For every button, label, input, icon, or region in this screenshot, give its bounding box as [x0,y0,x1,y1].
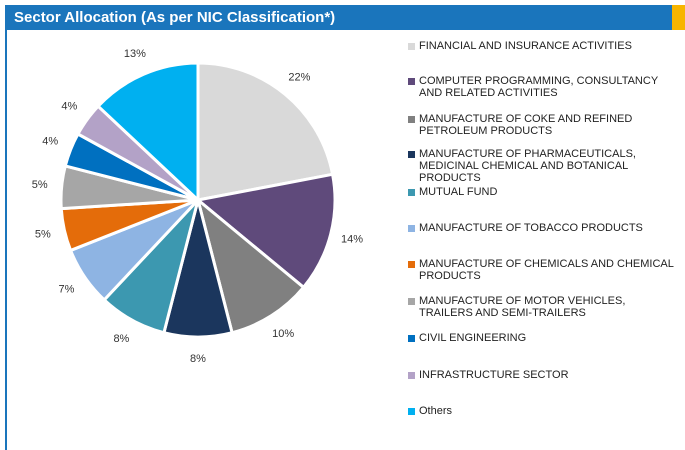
legend-label: Others [419,405,453,417]
data-label: 8% [113,333,129,345]
legend-label: MUTUAL FUND [419,186,498,198]
legend-label: MANUFACTURE OF CHEMICALS AND CHEMICAL PR… [419,258,674,282]
pie-slice [194,172,337,290]
data-label: 4% [61,100,77,112]
legend-label: INFRASTRUCTURE SECTOR [419,369,569,381]
legend-label: MANUFACTURE OF COKE AND REFINED PETROLEU… [419,113,633,137]
data-label: 5% [32,179,48,191]
legend-swatch [408,78,415,85]
legend-entry: CIVIL ENGINEERING [408,332,678,344]
legend-swatch [408,261,415,268]
legend-label: COMPUTER PROGRAMMING, CONSULTANCY AND RE… [419,75,658,99]
legend-entry: MANUFACTURE OF MOTOR VEHICLES, TRAILERS … [408,295,678,319]
pie-slice [196,61,335,202]
legend-swatch [408,408,415,415]
legend-entry: MANUFACTURE OF TOBACCO PRODUCTS [408,222,678,234]
legend-entry: Others [408,405,678,417]
chart-title: Sector Allocation (As per NIC Classifica… [5,5,672,30]
data-label: 22% [288,71,310,83]
legend-entry: MANUFACTURE OF COKE AND REFINED PETROLEU… [408,113,678,137]
legend-swatch [408,151,415,158]
legend-swatch [408,116,415,123]
header-accent [672,5,685,30]
legend-entry: MUTUAL FUND [408,186,678,198]
legend-entry: COMPUTER PROGRAMMING, CONSULTANCY AND RE… [408,75,678,99]
legend-entry: INFRASTRUCTURE SECTOR [408,369,678,381]
legend-entry: MANUFACTURE OF PHARMACEUTICALS, MEDICINA… [408,148,678,184]
data-label: 7% [59,283,75,295]
pie-slice [96,61,200,204]
data-label: 4% [42,135,58,147]
legend-label: MANUFACTURE OF PHARMACEUTICALS, MEDICINA… [419,148,636,184]
data-label: 13% [124,48,146,60]
legend-swatch [408,298,415,305]
data-label: 5% [35,229,51,241]
legend-swatch [408,372,415,379]
legend-swatch [408,189,415,196]
legend-swatch [408,335,415,342]
data-label: 10% [272,328,294,340]
legend-label: CIVIL ENGINEERING [419,332,527,344]
legend-swatch [408,225,415,232]
data-label: 14% [341,233,363,245]
legend-label: MANUFACTURE OF TOBACCO PRODUCTS [419,222,643,234]
data-label: 8% [190,353,206,365]
legend-label: FINANCIAL AND INSURANCE ACTIVITIES [419,40,632,52]
legend-entry: MANUFACTURE OF CHEMICALS AND CHEMICAL PR… [408,258,678,282]
legend-label: MANUFACTURE OF MOTOR VEHICLES, TRAILERS … [419,295,626,319]
legend-swatch [408,43,415,50]
panel-border [5,30,7,450]
legend-entry: FINANCIAL AND INSURANCE ACTIVITIES [408,40,678,52]
